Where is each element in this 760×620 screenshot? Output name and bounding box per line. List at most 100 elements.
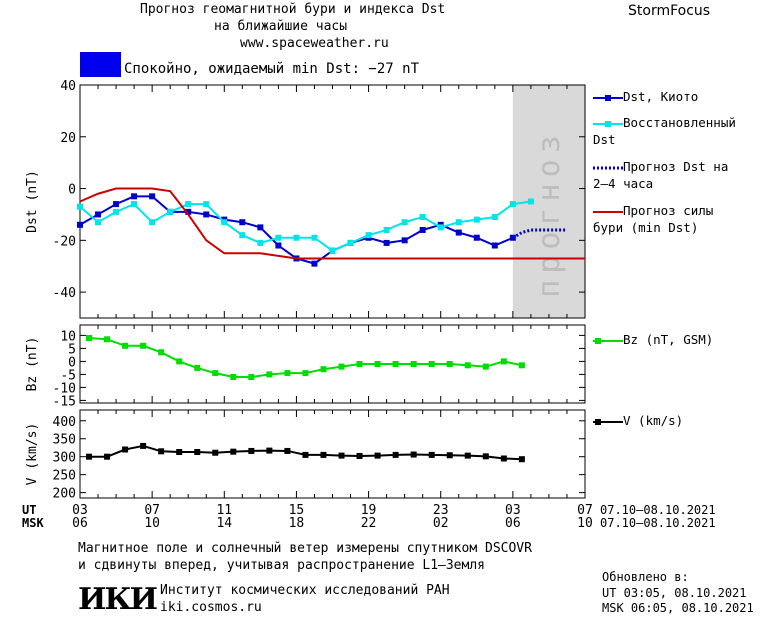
forecast-band-layer: прогноз [512, 85, 585, 318]
series-line-0-1 [79, 200, 532, 252]
series-line-0-3 [79, 187, 585, 260]
data-point-2-0 [248, 447, 255, 454]
y-tick-label: -20 [53, 234, 76, 249]
institute-site[interactable]: iki.cosmos.ru [160, 600, 262, 615]
legend-speed-label: V (km/s) [623, 413, 684, 428]
y-tick-label: 20 [60, 131, 76, 146]
source-url[interactable]: www.spaceweather.ru [240, 36, 389, 51]
data-point-0-1 [455, 219, 462, 226]
data-point-0-1 [311, 234, 318, 241]
y-axis-label: Dst (nT) [25, 170, 40, 233]
data-point-0-1 [419, 214, 426, 221]
legend-bz-label: Bz (nT, GSM) [623, 332, 714, 347]
iki-logo: ИКИ [78, 582, 158, 617]
data-point-0-1 [167, 208, 174, 215]
footer-note-line1: Магнитное поле и солнечный ветер измерен… [78, 541, 532, 556]
y-tick-label: 400 [53, 415, 76, 430]
updated-label: Обновлено в: [602, 570, 689, 584]
data-point-1-0 [518, 362, 525, 369]
data-point-0-0 [239, 219, 246, 226]
data-point-1-0 [410, 361, 417, 367]
legend-dst-kyoto-label: Dst, Киото [623, 89, 699, 104]
data-point-1-0 [302, 370, 309, 377]
data-point-2-0 [194, 449, 201, 456]
ut-date-range: 07.10–08.10.2021 [600, 503, 716, 517]
y-tick-label: -10 [53, 381, 76, 396]
msk-tick-label: 06 [505, 516, 521, 531]
data-point-0-0 [203, 211, 210, 218]
y-tick-label: -5 [60, 368, 76, 383]
y-tick-label: 250 [53, 469, 76, 484]
data-point-1-0 [428, 361, 435, 367]
data-point-0-0 [311, 260, 318, 267]
data-point-2-0 [428, 451, 435, 458]
legend-dst-reconstructed-label: Восстановленный Dst [593, 115, 736, 147]
series-layer [77, 187, 585, 463]
data-point-0-1 [275, 234, 282, 241]
data-point-2-0 [230, 448, 237, 455]
legend-speed-swatch [593, 418, 623, 425]
ut-tick-label: 07 [577, 503, 593, 518]
y-tick-label: 0 [68, 355, 76, 370]
data-point-2-0 [500, 455, 507, 462]
updated-ut: UT 03:05, 08.10.2021 [602, 586, 747, 600]
ut-tick-label: 03 [505, 503, 521, 518]
legend-dst-forecast-label: Прогноз Dst на 2–4 часа [593, 159, 729, 191]
data-point-0-1 [491, 214, 498, 221]
legend-item-bz: Bz (nT, GSM) [593, 331, 713, 348]
y-tick-label: 300 [53, 451, 76, 466]
data-point-0-0 [401, 237, 408, 244]
plot-frames [79, 84, 586, 499]
y-tick-label: 40 [60, 79, 76, 94]
data-point-1-0 [500, 358, 507, 365]
data-point-0-1 [527, 198, 534, 205]
data-point-2-0 [122, 446, 129, 453]
data-point-0-1 [509, 201, 516, 208]
data-point-1-0 [320, 366, 327, 373]
data-point-1-0 [284, 370, 291, 377]
data-point-2-0 [140, 442, 147, 449]
data-point-2-0 [176, 449, 183, 456]
data-point-2-0 [446, 452, 453, 459]
data-point-0-1 [77, 203, 83, 210]
y-tick-label: 5 [68, 342, 76, 357]
legend-item-storm-forecast: Прогноз силы бури (min Dst) [593, 202, 723, 236]
data-point-0-0 [383, 239, 390, 246]
ut-tick-label: 23 [433, 503, 449, 518]
data-point-0-1 [383, 226, 390, 233]
data-point-0-1 [365, 232, 372, 239]
data-point-2-0 [86, 453, 93, 460]
ut-tick-label: 03 [72, 503, 88, 518]
data-point-0-0 [95, 211, 102, 218]
status-text: Спокойно, ожидаемый min Dst: −27 nT [124, 61, 420, 77]
legend-storm-forecast-label: Прогноз силы бури (min Dst) [593, 203, 714, 235]
msk-tick-label: 10 [577, 516, 593, 531]
legend-item-speed: V (km/s) [593, 412, 683, 429]
ut-tick-label: 19 [361, 503, 377, 518]
data-point-1-0 [194, 364, 201, 371]
data-point-0-1 [329, 247, 336, 254]
series-line-0-0 [79, 195, 514, 265]
data-point-1-0 [266, 371, 273, 378]
data-point-0-1 [401, 219, 408, 226]
y-axis-label: V (km/s) [25, 423, 40, 486]
brand-name: StormFocus [628, 3, 711, 19]
data-point-1-0 [104, 336, 111, 343]
data-point-0-0 [473, 234, 480, 241]
data-point-0-0 [185, 208, 192, 215]
data-point-1-0 [464, 362, 471, 369]
data-point-2-0 [410, 451, 417, 458]
data-point-2-0 [518, 456, 525, 463]
y-tick-label: 10 [60, 329, 76, 344]
data-point-0-1 [185, 201, 192, 208]
data-point-1-0 [140, 342, 147, 349]
data-point-2-0 [302, 451, 309, 458]
legend-storm-forecast-swatch [593, 210, 623, 213]
data-point-2-0 [266, 447, 273, 454]
msk-tick-label: 14 [216, 516, 232, 531]
panel-frame-1 [79, 324, 586, 404]
data-point-0-1 [221, 219, 228, 226]
data-point-0-1 [95, 219, 102, 226]
msk-tick-label: 06 [72, 516, 88, 531]
